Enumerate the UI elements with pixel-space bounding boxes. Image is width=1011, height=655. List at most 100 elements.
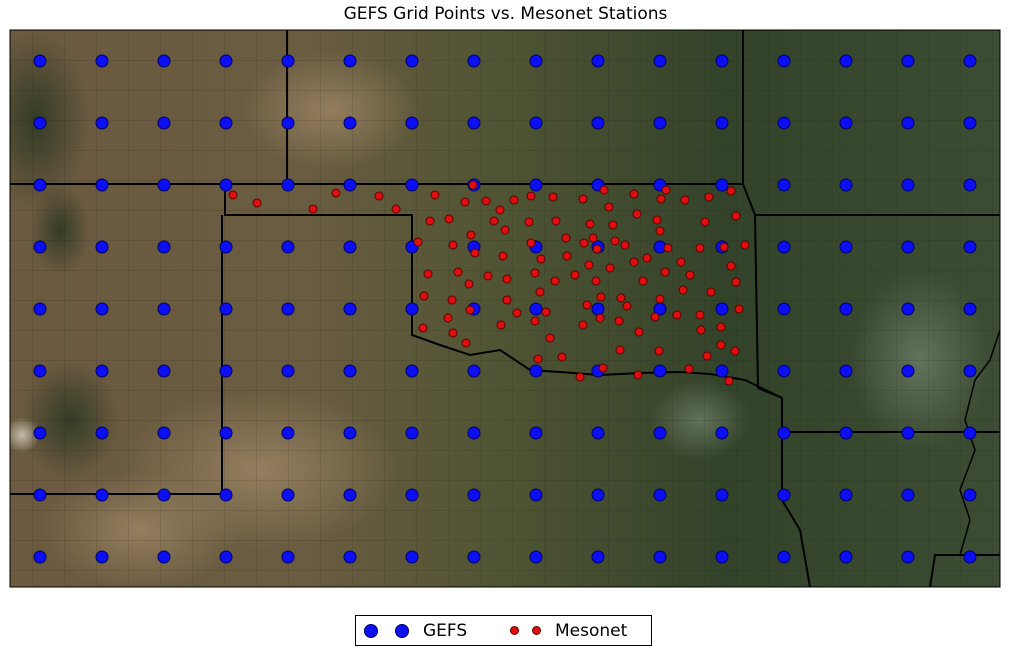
gefs-point: [839, 550, 853, 564]
gefs-point: [715, 54, 729, 68]
mesonet-station: [731, 211, 741, 221]
gefs-point: [529, 550, 543, 564]
gefs-point: [591, 54, 605, 68]
mesonet-station: [582, 300, 592, 310]
gefs-point: [219, 488, 233, 502]
gefs-point: [529, 178, 543, 192]
gefs-point: [95, 550, 109, 564]
gefs-point: [343, 488, 357, 502]
mesonet-station: [660, 267, 670, 277]
gefs-point: [157, 302, 171, 316]
gefs-grid-points: [33, 54, 977, 564]
gefs-point: [715, 116, 729, 130]
mesonet-station: [638, 276, 648, 286]
mesonet-station: [700, 217, 710, 227]
gefs-point: [405, 54, 419, 68]
gefs-point: [839, 426, 853, 440]
gefs-point: [901, 54, 915, 68]
mesonet-station: [391, 204, 401, 214]
mesonet-station: [413, 237, 423, 247]
gefs-point: [529, 54, 543, 68]
gefs-point: [777, 488, 791, 502]
gefs-point: [529, 302, 543, 316]
mesonet-station: [695, 310, 705, 320]
gefs-point: [529, 364, 543, 378]
satellite-basemap: [10, 30, 1000, 587]
gefs-point: [901, 550, 915, 564]
gefs-point: [157, 116, 171, 130]
mesonet-stations: [228, 180, 750, 386]
gefs-point: [95, 116, 109, 130]
mesonet-station: [502, 295, 512, 305]
mesonet-station: [678, 285, 688, 295]
mesonet-station: [498, 251, 508, 261]
gefs-point: [529, 488, 543, 502]
gefs-point: [157, 240, 171, 254]
gefs-point: [33, 240, 47, 254]
mesonet-station: [740, 240, 750, 250]
mesonet-station: [512, 308, 522, 318]
gefs-point: [591, 426, 605, 440]
gefs-point: [95, 54, 109, 68]
gefs-point: [219, 364, 233, 378]
mesonet-station: [495, 205, 505, 215]
gefs-point: [777, 426, 791, 440]
mesonet-station: [500, 225, 510, 235]
legend-item-mesonet: Mesonet: [510, 616, 627, 645]
gefs-point: [281, 116, 295, 130]
gefs-point: [653, 116, 667, 130]
gefs-point: [33, 488, 47, 502]
mesonet-station: [535, 287, 545, 297]
mesonet-station: [551, 216, 561, 226]
gefs-point: [963, 550, 977, 564]
mesonet-station: [629, 257, 639, 267]
mesonet-station: [533, 354, 543, 364]
map-frame: [9, 29, 1001, 588]
gefs-point: [653, 54, 667, 68]
gefs-point: [777, 54, 791, 68]
mesonet-station: [614, 316, 624, 326]
gefs-point: [777, 550, 791, 564]
gefs-point: [715, 178, 729, 192]
mesonet-station: [562, 251, 572, 261]
gefs-point: [95, 488, 109, 502]
gefs-point: [963, 54, 977, 68]
mesonet-station: [460, 197, 470, 207]
gefs-point: [219, 550, 233, 564]
gefs-point: [219, 54, 233, 68]
mesonet-station: [596, 292, 606, 302]
gefs-point: [95, 178, 109, 192]
gefs-point: [467, 116, 481, 130]
gefs-point: [777, 178, 791, 192]
gefs-point: [405, 302, 419, 316]
mesonet-station: [509, 195, 519, 205]
mesonet-station: [591, 276, 601, 286]
mesonet-station: [604, 202, 614, 212]
mesonet-station: [661, 185, 671, 195]
mesonet-marker-icon: [510, 626, 519, 635]
mesonet-station: [652, 215, 662, 225]
mesonet-station: [575, 372, 585, 382]
mesonet-station: [633, 370, 643, 380]
legend-label-mesonet: Mesonet: [555, 620, 628, 641]
gefs-point: [281, 364, 295, 378]
mesonet-station: [726, 261, 736, 271]
gefs-point: [963, 240, 977, 254]
mesonet-station: [730, 346, 740, 356]
mesonet-station: [252, 198, 262, 208]
mesonet-station: [570, 270, 580, 280]
mesonet-station: [489, 216, 499, 226]
mesonet-station: [685, 270, 695, 280]
gefs-point: [157, 550, 171, 564]
mesonet-station: [622, 301, 632, 311]
gefs-point: [467, 54, 481, 68]
gefs-point: [839, 178, 853, 192]
legend-item-gefs: GEFS: [364, 616, 467, 645]
gefs-point: [281, 302, 295, 316]
gefs-point: [653, 364, 667, 378]
mesonet-station: [470, 248, 480, 258]
mesonet-station: [632, 209, 642, 219]
gefs-point: [467, 364, 481, 378]
gefs-point: [343, 426, 357, 440]
